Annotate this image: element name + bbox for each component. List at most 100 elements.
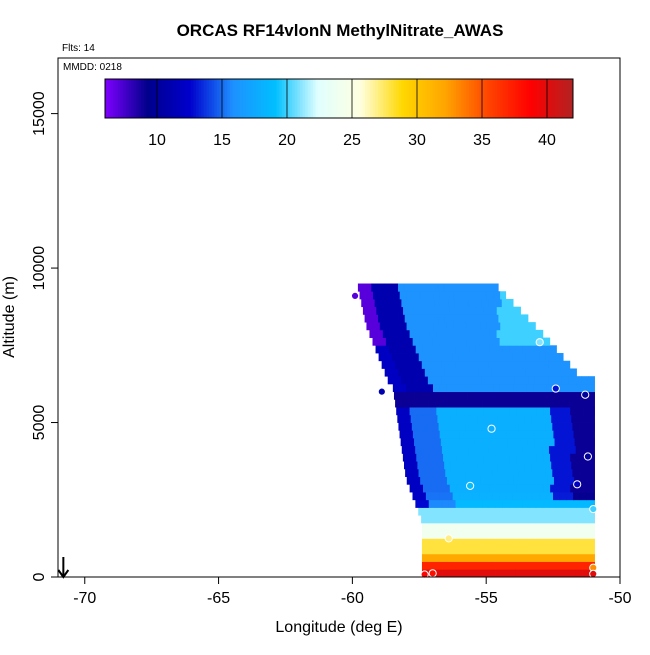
heatmap-cell [448, 298, 456, 308]
heatmap-cell [548, 445, 557, 454]
heatmap-cell [431, 283, 439, 292]
heatmap-cell [511, 414, 519, 423]
heatmap-cell [448, 569, 456, 578]
x-tick-label: -65 [207, 590, 230, 607]
heatmap-cell [395, 345, 403, 354]
colorbar-segment [250, 79, 254, 118]
heatmap-cell [511, 314, 519, 323]
heatmap-cell [428, 499, 436, 508]
heatmap-cell [554, 391, 562, 400]
heatmap-cell [549, 569, 557, 578]
heatmap-cell [414, 391, 422, 400]
heatmap-cell [467, 437, 475, 447]
colorbar-segment [123, 79, 127, 118]
heatmap-cell [572, 507, 580, 516]
heatmap-cell [405, 422, 413, 431]
heatmap-cell [391, 368, 399, 377]
heatmap-cell [445, 507, 453, 516]
heatmap-cell [427, 515, 435, 524]
heatmap-cell [434, 298, 442, 308]
colorbar-tick-label: 35 [473, 132, 491, 149]
heatmap-cell [523, 484, 531, 493]
heatmap-cell [489, 484, 498, 493]
heatmap-cell [444, 461, 452, 470]
heatmap-cell [407, 391, 415, 400]
heatmap-cell [472, 353, 480, 362]
heatmap-cell [533, 476, 541, 485]
colorbar-segment [528, 79, 532, 118]
colorbar-segment [349, 79, 353, 118]
heatmap-cell [456, 306, 464, 315]
heatmap-cell [379, 291, 387, 300]
heatmap-cell [404, 414, 412, 423]
heatmap-cell [588, 437, 595, 447]
heatmap-cell [428, 445, 436, 454]
colorbar-segment [305, 79, 309, 118]
heatmap-cell [447, 437, 455, 447]
colorbar-segment [404, 79, 408, 118]
heatmap-cell [412, 353, 420, 362]
x-axis-label: Longitude (deg E) [275, 619, 402, 636]
colorbar-segment [367, 79, 371, 118]
colorbar-segment [339, 79, 343, 118]
heatmap-cell [491, 507, 499, 516]
heatmap-cell [396, 306, 404, 315]
heatmap-cell [416, 407, 424, 416]
heatmap-cell [414, 376, 422, 385]
y-tick-label: 0 [31, 572, 48, 581]
heatmap-cell [521, 391, 529, 400]
colorbar-segment [414, 79, 418, 118]
heatmap-cell [436, 306, 444, 315]
colorbar-segment [284, 79, 288, 118]
heatmap-cell [546, 430, 554, 439]
heatmap-cell [472, 422, 480, 431]
heatmap-cell [535, 553, 543, 562]
heatmap-cell [545, 353, 553, 362]
heatmap-cell [552, 422, 560, 431]
heatmap-cell [522, 569, 530, 578]
heatmap-cell [471, 368, 479, 377]
heatmap-cell [546, 383, 554, 393]
heatmap-cell [534, 391, 542, 400]
heatmap-cell [466, 476, 475, 485]
heatmap-cell [544, 461, 552, 470]
heatmap-cell [520, 322, 528, 331]
colorbar-segment [456, 79, 460, 118]
heatmap-cell [465, 422, 473, 431]
sample-point [350, 291, 360, 300]
heatmap-cell [457, 461, 465, 470]
heatmap-cell [411, 422, 419, 431]
heatmap-cell [451, 468, 460, 477]
heatmap-cell [407, 437, 415, 447]
heatmap-cell [534, 515, 542, 524]
heatmap-cell [532, 422, 540, 431]
heatmap-cell [539, 353, 547, 362]
heatmap-cell [555, 569, 563, 578]
colorbar-segment [341, 79, 345, 118]
colorbar-segment [344, 79, 348, 118]
heatmap-cell [466, 337, 474, 346]
colorbar-segment [331, 79, 335, 118]
heatmap-cell [462, 569, 470, 578]
heatmap-cell [414, 298, 422, 308]
heatmap-cell [456, 484, 464, 493]
heatmap-cell [573, 383, 581, 393]
heatmap-cell [421, 360, 429, 369]
colorbar-segment [237, 79, 241, 118]
heatmap-cell [406, 476, 414, 485]
heatmap-cell [562, 360, 570, 369]
sample-point [487, 424, 496, 433]
heatmap-cell [485, 283, 493, 292]
heatmap-cell [560, 383, 568, 393]
heatmap-cell [545, 422, 553, 431]
heatmap-cell [448, 561, 456, 570]
heatmap-cell [435, 399, 443, 408]
heatmap-cell [493, 322, 501, 331]
heatmap-cell [505, 368, 513, 377]
heatmap-cell [376, 306, 384, 315]
heatmap-cell [408, 298, 416, 308]
heatmap-cell [530, 484, 538, 493]
heatmap-cell [525, 314, 529, 323]
heatmap-cell [461, 445, 470, 454]
heatmap-cell [421, 561, 430, 570]
